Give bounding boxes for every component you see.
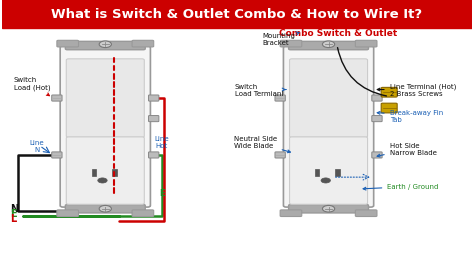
FancyBboxPatch shape — [66, 60, 144, 138]
FancyBboxPatch shape — [57, 210, 79, 217]
FancyBboxPatch shape — [148, 152, 159, 158]
Bar — [112, 170, 117, 177]
Text: Neutral Side
Wide Blade: Neutral Side Wide Blade — [234, 136, 291, 153]
Text: Mounting
Bracket: Mounting Bracket — [263, 33, 299, 46]
FancyBboxPatch shape — [283, 47, 374, 207]
FancyBboxPatch shape — [65, 42, 145, 51]
Text: Break-away Fin
Tab: Break-away Fin Tab — [377, 109, 443, 122]
FancyBboxPatch shape — [290, 137, 367, 204]
FancyBboxPatch shape — [356, 41, 377, 48]
FancyBboxPatch shape — [280, 41, 302, 48]
FancyBboxPatch shape — [290, 60, 367, 138]
FancyBboxPatch shape — [289, 205, 368, 213]
Text: What is Switch & Outlet Combo & How to Wire It?: What is Switch & Outlet Combo & How to W… — [51, 8, 422, 21]
Text: Line
N: Line N — [30, 140, 45, 152]
Circle shape — [322, 206, 335, 212]
FancyBboxPatch shape — [381, 104, 397, 114]
FancyBboxPatch shape — [148, 116, 159, 122]
FancyBboxPatch shape — [280, 210, 302, 217]
FancyBboxPatch shape — [381, 88, 397, 98]
Text: Earth / Ground: Earth / Ground — [363, 184, 438, 190]
FancyBboxPatch shape — [275, 96, 285, 102]
Bar — [2, 0, 472, 29]
Text: Line Terminal (Hot)
2 Brass Screws: Line Terminal (Hot) 2 Brass Screws — [377, 84, 456, 97]
Text: L: L — [10, 214, 17, 224]
FancyBboxPatch shape — [65, 205, 145, 213]
Circle shape — [321, 178, 330, 183]
Circle shape — [99, 42, 111, 48]
Text: Combo Switch & Outlet: Combo Switch & Outlet — [279, 28, 397, 38]
FancyBboxPatch shape — [356, 210, 377, 217]
FancyBboxPatch shape — [132, 210, 154, 217]
Text: Hot Side
Narrow Blade: Hot Side Narrow Blade — [377, 142, 437, 157]
FancyBboxPatch shape — [289, 42, 368, 51]
Text: Switch
Load (Hot): Switch Load (Hot) — [14, 77, 50, 96]
FancyBboxPatch shape — [372, 116, 382, 122]
FancyBboxPatch shape — [66, 137, 144, 204]
FancyBboxPatch shape — [372, 152, 382, 158]
FancyBboxPatch shape — [148, 96, 159, 102]
Bar — [335, 170, 340, 177]
Text: E: E — [10, 209, 17, 218]
Bar — [92, 170, 96, 177]
Bar — [315, 170, 319, 177]
Circle shape — [322, 42, 335, 48]
FancyBboxPatch shape — [275, 152, 285, 158]
Text: Switch
Load Termianl: Switch Load Termianl — [235, 84, 286, 97]
Text: E: E — [159, 189, 165, 198]
FancyBboxPatch shape — [52, 96, 62, 102]
Text: N: N — [10, 203, 18, 213]
Text: Line
Hot: Line Hot — [155, 136, 169, 149]
FancyBboxPatch shape — [57, 41, 79, 48]
FancyBboxPatch shape — [132, 41, 154, 48]
Circle shape — [98, 178, 107, 183]
Circle shape — [99, 206, 111, 212]
FancyBboxPatch shape — [60, 47, 150, 207]
FancyBboxPatch shape — [372, 96, 382, 102]
FancyBboxPatch shape — [52, 152, 62, 158]
